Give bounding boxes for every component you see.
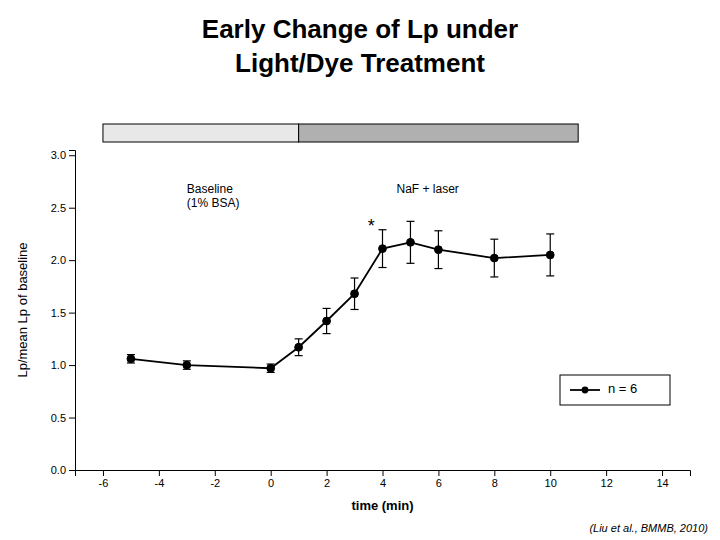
y-tick-label: 1.5	[51, 307, 66, 319]
y-tick: 2.0	[51, 254, 75, 266]
x-tick-mark	[271, 470, 272, 476]
x-tick-mark	[662, 470, 663, 476]
y-tick-mark	[69, 470, 75, 471]
x-tick: 2	[324, 470, 330, 489]
y-tick-label: 0.5	[51, 412, 66, 424]
error-bar	[295, 339, 303, 356]
x-tick: 6	[436, 470, 442, 489]
x-tick: 14	[656, 470, 668, 489]
point	[490, 254, 498, 262]
x-tick-label: 4	[380, 477, 386, 489]
point	[351, 290, 359, 298]
x-tick: -4	[154, 470, 164, 489]
error-bar	[267, 364, 275, 372]
y-axis-title: Lp/mean Lp of baseline	[15, 242, 30, 377]
x-tick-label: 8	[492, 477, 498, 489]
x-tick: 4	[380, 470, 386, 489]
x-tick-label: -2	[210, 477, 220, 489]
x-tick-mark	[494, 470, 495, 476]
period-box	[299, 124, 579, 142]
x-tick-mark	[215, 470, 216, 476]
x-tick-mark	[327, 470, 328, 476]
x-axis-title: time (min)	[351, 498, 413, 513]
error-bar	[490, 239, 498, 277]
y-tick-mark	[69, 313, 75, 314]
error-bar	[379, 230, 387, 268]
x-tick-mark	[159, 470, 160, 476]
x-tick-mark	[606, 470, 607, 476]
series-line	[131, 242, 550, 368]
point	[127, 355, 135, 363]
chart: Early Change of Lp underLight/Dye Treatm…	[0, 0, 720, 540]
error-bar	[127, 355, 135, 363]
x-tick: -2	[210, 470, 220, 489]
y-tick-mark	[69, 155, 75, 156]
y-tick: 2.5	[51, 202, 75, 214]
x-tick-label: -4	[154, 477, 164, 489]
x-tick-mark	[103, 470, 104, 476]
y-tick: 0.5	[51, 412, 75, 424]
x-tick-mark	[383, 470, 384, 476]
y-tick-mark	[69, 260, 75, 261]
error-bar	[183, 361, 191, 369]
plot-area: -6 -4 -2 0 2 4 6 8 10 12 14 0.0 0.5 1.0 1.5 2.0 2.5 3.0 Ba…	[51, 124, 691, 489]
source: (Liu et al., BMMB, 2010)	[589, 522, 708, 534]
period-box	[103, 124, 299, 142]
annotation: *	[368, 216, 375, 236]
error-bar	[323, 308, 331, 333]
error-bar	[546, 234, 554, 276]
error-bar	[351, 278, 359, 309]
point	[407, 238, 415, 246]
marks	[127, 221, 554, 372]
annotation: NaF + laser	[396, 181, 458, 195]
point	[379, 245, 387, 253]
x-tick: 12	[601, 470, 613, 489]
legend-frame	[560, 375, 670, 405]
x-tick-label: 6	[436, 477, 442, 489]
point	[295, 343, 303, 351]
y-tick: 1.5	[51, 307, 75, 319]
y-tick-mark	[69, 208, 75, 209]
y-tick-label: 0.0	[51, 464, 66, 476]
x-tick-label: -6	[99, 477, 109, 489]
x-tick-mark	[438, 470, 439, 476]
title: Early Change of Lp underLight/Dye Treatm…	[202, 14, 518, 78]
periods	[103, 124, 578, 142]
x-axis: -6 -4 -2 0 2 4 6 8 10 12 14	[76, 470, 691, 489]
error-bar	[406, 221, 414, 263]
y-tick: 3.0	[51, 149, 75, 161]
legend-label: n = 6	[608, 381, 637, 396]
x-tick-label: 10	[545, 477, 557, 489]
legend: n = 6	[560, 375, 670, 405]
x-tick-label: 12	[601, 477, 613, 489]
x-tick: 8	[492, 470, 498, 489]
x-tick-label: 2	[324, 477, 330, 489]
point	[435, 246, 443, 254]
y-axis-line	[69, 151, 76, 471]
point	[546, 251, 554, 259]
y-tick-label: 2.5	[51, 202, 66, 214]
y-tick-label: 1.0	[51, 359, 66, 371]
error-bar	[434, 231, 442, 269]
x-axis-line	[76, 471, 691, 477]
y-axis: 0.0 0.5 1.0 1.5 2.0 2.5 3.0	[51, 149, 76, 476]
y-tick-label: 3.0	[51, 149, 66, 161]
point	[323, 317, 331, 325]
point	[267, 364, 275, 372]
y-tick: 0.0	[51, 464, 75, 476]
annotations: Baseline(1% BSA) NaF + laser *	[187, 181, 459, 235]
x-tick: 10	[545, 470, 557, 489]
x-tick-label: 0	[268, 477, 274, 489]
legend-marker	[582, 387, 589, 394]
y-tick-mark	[69, 365, 75, 366]
y-tick: 1.0	[51, 359, 75, 371]
point	[183, 361, 191, 369]
x-tick: 0	[268, 470, 274, 489]
y-tick-label: 2.0	[51, 254, 66, 266]
x-tick-label: 14	[656, 477, 668, 489]
x-tick: -6	[99, 470, 109, 489]
x-tick-mark	[550, 470, 551, 476]
annotation: Baseline(1% BSA)	[187, 181, 240, 209]
y-tick-mark	[69, 418, 75, 419]
